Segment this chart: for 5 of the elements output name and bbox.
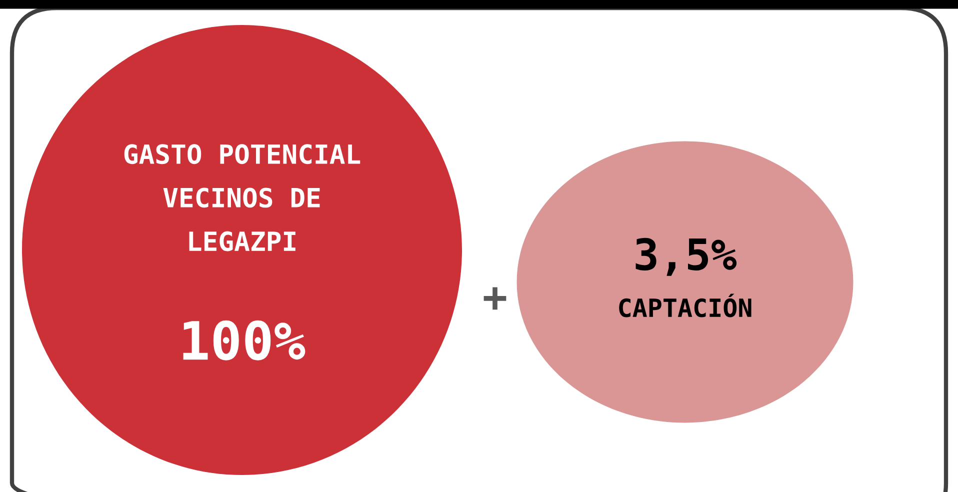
data-label: 3,5% [636, 238, 737, 276]
data-label: 100% [183, 320, 306, 360]
category-label: CAPTACIÓN [619, 294, 752, 318]
category-label: GASTO POTENCIAL VECINOS DE LEGAZPI [124, 144, 360, 252]
text: + [484, 287, 506, 310]
